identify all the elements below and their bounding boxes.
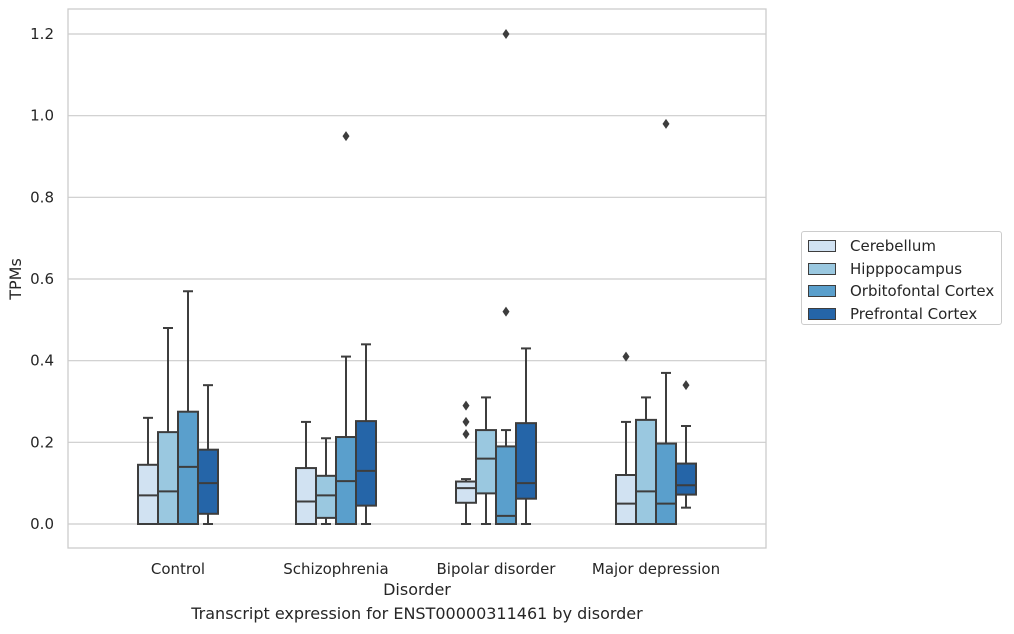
outlier-point xyxy=(462,429,470,440)
outlier-point xyxy=(342,131,350,142)
x-tick-label: Schizophrenia xyxy=(283,560,388,578)
chart-caption: Transcript expression for ENST0000031146… xyxy=(191,604,643,623)
legend-label: Orbitofontal Cortex xyxy=(850,282,995,300)
legend-item: Orbitofontal Cortex xyxy=(808,282,994,300)
x-tick-label: Major depression xyxy=(592,560,720,578)
legend-label: Cerebellum xyxy=(850,237,936,255)
box xyxy=(635,418,657,525)
legend: Cerebellum Hipppocampus Orbitofontal Corte… xyxy=(801,231,1002,325)
y-tick-label: 1.0 xyxy=(30,107,54,125)
outlier-point xyxy=(682,380,690,391)
y-tick-label: 0.6 xyxy=(30,270,54,288)
legend-swatch xyxy=(808,285,836,297)
box xyxy=(655,442,677,525)
y-tick-label: 0.4 xyxy=(30,352,54,370)
x-tick-label: Bipolar disorder xyxy=(437,560,557,578)
legend-swatch xyxy=(808,307,836,320)
y-tick-label: 0.2 xyxy=(30,433,54,451)
box-group xyxy=(137,290,219,526)
legend-item: Hipppocampus xyxy=(808,260,962,278)
y-axis-title: TPMs xyxy=(6,258,25,301)
outlier-point xyxy=(502,29,510,39)
y-tick-label: 1.2 xyxy=(30,25,54,43)
legend-item: Prefrontal Cortex xyxy=(808,305,977,323)
box xyxy=(475,429,497,495)
box xyxy=(295,467,317,525)
box-group xyxy=(455,29,537,525)
outlier-point xyxy=(502,306,510,317)
box xyxy=(455,480,477,504)
y-tick-labels: 0.0 0.2 0.4 0.6 0.8 1.0 1.2 xyxy=(30,25,54,533)
box xyxy=(315,474,337,519)
plot-frame xyxy=(67,8,767,549)
box xyxy=(197,448,219,515)
x-tick-labels: Control Schizophrenia Bipolar disorder Majo… xyxy=(151,560,720,578)
box xyxy=(157,431,179,525)
outlier-point xyxy=(462,400,470,411)
outlier-point xyxy=(462,416,470,427)
box-group xyxy=(295,131,377,525)
box xyxy=(137,463,159,525)
box xyxy=(515,422,537,500)
outlier-point xyxy=(662,118,670,129)
box xyxy=(355,420,377,507)
y-tick-label: 0.0 xyxy=(30,515,54,533)
x-axis-title: Disorder xyxy=(383,580,451,599)
x-tick-label: Control xyxy=(151,560,205,578)
box xyxy=(675,462,697,496)
legend-label: Hipppocampus xyxy=(850,259,963,278)
legend-label: Prefrontal Cortex xyxy=(850,304,978,323)
box-groups xyxy=(137,29,697,526)
legend-swatch xyxy=(808,240,836,252)
box xyxy=(495,445,517,525)
box-group xyxy=(615,118,697,525)
box xyxy=(177,410,199,526)
box xyxy=(615,474,637,525)
legend-item: Cerebellum xyxy=(808,237,936,255)
legend-swatch xyxy=(808,262,836,275)
outlier-point xyxy=(622,351,630,362)
y-tick-label: 0.8 xyxy=(30,188,54,206)
